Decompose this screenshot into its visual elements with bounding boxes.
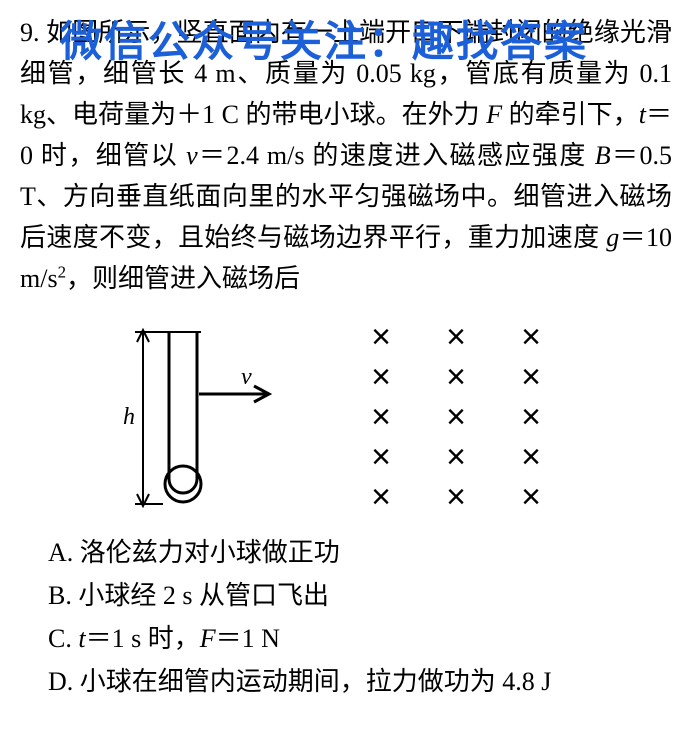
svg-text:×: ×: [521, 318, 541, 356]
option-b: B. 小球经 2 s 从管口飞出: [48, 575, 672, 616]
h-label: h: [123, 404, 135, 430]
option-a: A. 洛伦兹力对小球做正功: [48, 532, 672, 573]
svg-text:×: ×: [446, 398, 466, 436]
svg-text:×: ×: [371, 398, 391, 436]
svg-text:×: ×: [446, 438, 466, 476]
svg-text:×: ×: [446, 478, 466, 516]
svg-text:×: ×: [371, 318, 391, 356]
watermark-overlay: 微信公众号关注：趣找答案: [60, 8, 588, 69]
option-d: D. 小球在细管内运动期间，拉力做功为 4.8 J: [48, 661, 672, 702]
svg-text:×: ×: [371, 438, 391, 476]
svg-text:×: ×: [446, 318, 466, 356]
question-block: 9. 如图所示，竖直面内有一上端开口下端封闭的绝缘光滑细管，细管长 4 m、质量…: [0, 0, 700, 714]
tube-diagram: h v: [121, 314, 281, 524]
svg-text:×: ×: [521, 478, 541, 516]
options-list: A. 洛伦兹力对小球做正功 B. 小球经 2 s 从管口飞出 C. t＝1 s …: [20, 532, 672, 702]
svg-text:×: ×: [446, 358, 466, 396]
svg-text:×: ×: [521, 358, 541, 396]
option-c: C. t＝1 s 时，F＝1 N: [48, 618, 672, 659]
v-label: v: [241, 364, 252, 390]
magnetic-field-diagram: ××× ××× ××× ××× ×××: [341, 314, 571, 524]
figure-row: h v ××× ××× ××× ××× ×××: [20, 314, 672, 524]
svg-text:×: ×: [521, 398, 541, 436]
svg-text:×: ×: [371, 358, 391, 396]
question-number: 9.: [20, 18, 40, 47]
svg-text:×: ×: [371, 478, 391, 516]
svg-text:×: ×: [521, 438, 541, 476]
